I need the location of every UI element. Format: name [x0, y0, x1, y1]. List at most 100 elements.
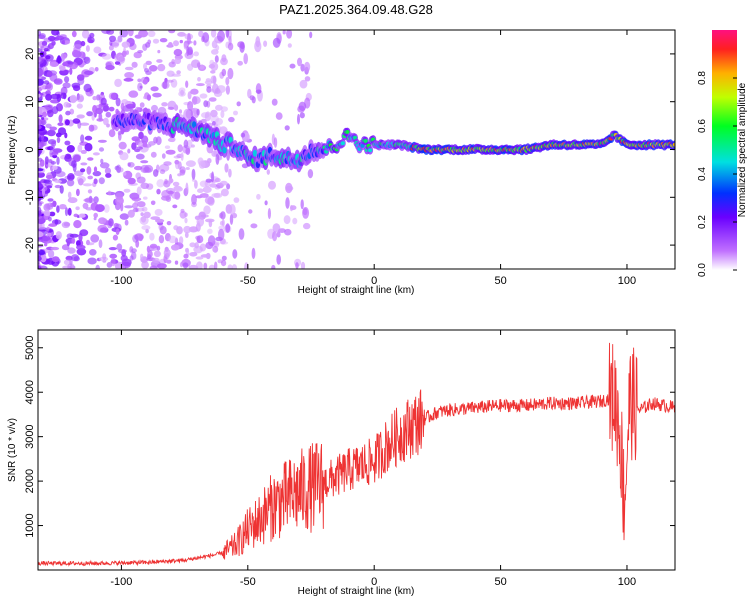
noise-blob — [127, 30, 134, 37]
noise-blob — [221, 260, 227, 267]
noise-blob — [59, 66, 66, 71]
noise-blob — [118, 132, 122, 141]
noise-blob — [143, 63, 147, 70]
noise-blob — [159, 38, 168, 43]
noise-blob — [67, 61, 75, 65]
noise-blob — [214, 177, 221, 183]
noise-blob — [67, 191, 72, 199]
noise-blob — [202, 186, 212, 194]
noise-blob — [196, 235, 204, 244]
noise-blob — [225, 30, 230, 38]
snr-x-ticks: -100 -50 0 50 100 — [110, 330, 636, 588]
noise-blob — [264, 200, 268, 206]
snr-frame — [37, 329, 676, 571]
noise-blob — [196, 83, 205, 87]
noise-blob — [236, 101, 241, 107]
noise-blob — [40, 235, 51, 242]
noise-blob — [48, 159, 53, 164]
noise-blob — [153, 136, 158, 144]
noise-blob — [61, 40, 66, 45]
noise-blob — [63, 259, 72, 266]
noise-blob — [65, 110, 71, 116]
noise-blob — [41, 69, 45, 75]
noise-blob — [49, 149, 54, 158]
noise-blob — [171, 73, 181, 77]
noise-blob — [214, 55, 219, 63]
noise-blob — [177, 32, 186, 37]
noise-blob — [177, 144, 183, 153]
noise-blob — [186, 139, 193, 149]
noise-blob — [86, 242, 95, 246]
noise-blob — [167, 106, 175, 110]
noise-blob — [168, 178, 172, 185]
noise-blob — [215, 118, 223, 126]
noise-blob — [285, 197, 290, 209]
noise-blob — [48, 223, 57, 227]
noise-blob — [142, 142, 148, 148]
noise-blob — [149, 243, 158, 249]
noise-blob — [124, 72, 134, 79]
noise-blob — [193, 40, 197, 46]
noise-blob — [138, 30, 149, 38]
noise-blob — [49, 144, 56, 151]
noise-blob — [89, 32, 95, 38]
noise-blob — [272, 231, 278, 242]
noise-blob — [66, 145, 75, 153]
noise-blob — [96, 118, 104, 122]
noise-blob — [179, 166, 186, 174]
noise-blob — [108, 129, 116, 138]
noise-blob — [199, 93, 208, 99]
noise-blob — [150, 151, 157, 158]
noise-blob — [156, 188, 161, 195]
noise-blob — [168, 30, 176, 34]
noise-blob — [59, 34, 67, 39]
noise-blob — [116, 243, 123, 251]
noise-blob — [271, 264, 276, 269]
noise-blob — [179, 109, 182, 114]
y-tick-label: 5000 — [24, 336, 36, 360]
colorbar-tick-label: 0.8 — [697, 71, 708, 85]
noise-blob — [273, 137, 278, 148]
noise-blob — [169, 136, 176, 143]
noise-blob — [166, 221, 172, 226]
noise-blob — [141, 225, 151, 231]
noise-blob — [38, 202, 42, 207]
noise-blob — [122, 171, 127, 176]
noise-blob — [64, 119, 70, 126]
noise-blob — [211, 83, 219, 94]
noise-blob — [309, 31, 313, 39]
noise-blob — [38, 255, 42, 262]
noise-blob — [83, 56, 91, 64]
noise-blob — [140, 253, 144, 260]
noise-blob — [84, 135, 93, 141]
page-title: PAZ1.2025.364.09.48.G28 — [279, 2, 433, 17]
noise-blob — [76, 175, 86, 183]
ridge-cell — [222, 146, 227, 154]
noise-blob — [267, 208, 271, 220]
noise-blob — [153, 250, 161, 258]
noise-blob — [76, 74, 85, 81]
noise-blob — [195, 256, 204, 260]
noise-blob — [207, 158, 212, 164]
noise-blob — [121, 41, 130, 48]
spectrogram-image — [38, 30, 675, 269]
noise-blob — [190, 144, 195, 148]
noise-blob — [86, 166, 92, 175]
y-tick-label: -20 — [24, 237, 36, 253]
noise-blob — [80, 168, 86, 173]
noise-blob — [119, 213, 129, 220]
noise-blob — [58, 114, 63, 123]
noise-blob — [185, 248, 189, 253]
noise-blob — [185, 160, 196, 168]
noise-blob — [168, 61, 176, 68]
noise-blob — [185, 182, 189, 195]
x-tick-label: 0 — [371, 275, 377, 287]
noise-blob — [187, 91, 192, 100]
noise-blob — [155, 218, 165, 223]
noise-blob — [131, 136, 140, 142]
noise-blob — [69, 94, 78, 104]
noise-blob — [271, 98, 278, 106]
noise-blob — [206, 86, 212, 93]
noise-blob — [138, 131, 144, 140]
noise-blob — [117, 35, 123, 43]
